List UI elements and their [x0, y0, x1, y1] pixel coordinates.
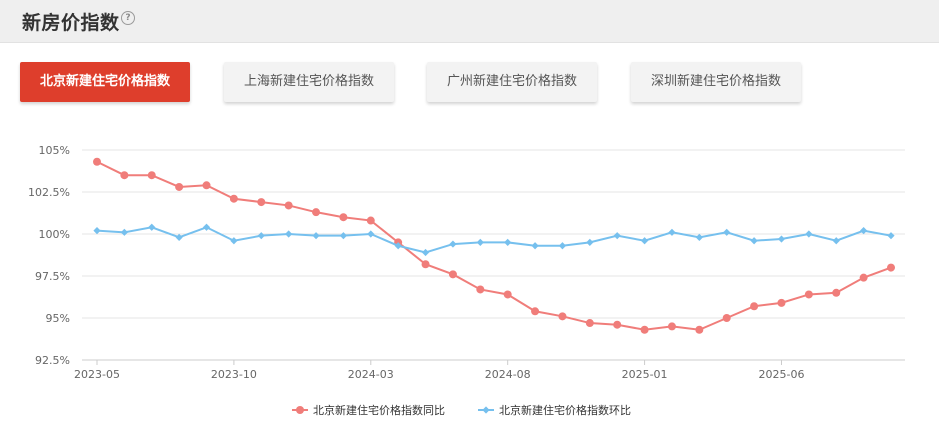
- x-tick-label: 2025-01: [622, 368, 668, 381]
- data-point: [202, 181, 211, 190]
- data-point: [394, 242, 402, 250]
- data-point: [175, 233, 183, 241]
- x-tick-label: 2024-03: [348, 368, 394, 381]
- data-point: [257, 198, 266, 207]
- legend-marker: [482, 406, 490, 414]
- data-point: [120, 171, 129, 180]
- y-tick-label: 102.5%: [28, 186, 70, 199]
- series-line: [96, 226, 892, 254]
- data-point: [832, 237, 840, 245]
- data-point: [531, 242, 539, 250]
- data-point: [476, 285, 485, 294]
- data-point: [147, 171, 156, 180]
- data-point: [229, 194, 238, 203]
- y-tick-label: 105%: [39, 144, 70, 157]
- data-point: [93, 227, 101, 235]
- data-point: [640, 325, 649, 334]
- question-circle-icon[interactable]: ?: [121, 11, 135, 25]
- y-tick-label: 97.5%: [35, 270, 70, 283]
- data-point: [585, 319, 594, 328]
- data-point: [503, 290, 512, 299]
- page-header: 新房价指数 ?: [0, 0, 939, 43]
- tab-shanghai[interactable]: 上海新建住宅价格指数: [224, 62, 394, 102]
- x-tick-label: 2025-06: [758, 368, 804, 381]
- tab-shenzhen[interactable]: 深圳新建住宅价格指数: [631, 62, 801, 102]
- data-point: [613, 232, 621, 240]
- y-tick-label: 100%: [39, 228, 70, 241]
- data-point: [887, 232, 895, 240]
- data-point: [750, 237, 758, 245]
- data-point: [175, 182, 184, 191]
- data-point: [667, 322, 676, 331]
- data-point: [668, 228, 676, 236]
- data-point: [640, 237, 649, 245]
- data-point: [448, 270, 457, 279]
- data-point: [723, 228, 731, 236]
- data-point: [777, 235, 786, 243]
- data-point: [120, 228, 128, 236]
- data-point: [285, 230, 293, 238]
- data-point: [558, 242, 567, 250]
- data-point: [832, 288, 841, 297]
- x-tick-label: 2024-08: [485, 368, 531, 381]
- data-point: [695, 233, 703, 241]
- legend-label: 北京新建住宅价格指数环比: [499, 403, 631, 417]
- legend-marker: [296, 406, 304, 414]
- y-tick-label: 92.5%: [35, 354, 70, 367]
- data-point: [859, 273, 868, 282]
- data-point: [531, 307, 540, 316]
- data-point: [613, 320, 622, 329]
- data-point: [695, 325, 704, 334]
- data-point: [366, 216, 375, 225]
- data-point: [558, 312, 567, 321]
- data-point: [421, 260, 430, 269]
- data-point: [504, 238, 512, 246]
- data-point: [312, 208, 321, 217]
- data-point: [339, 213, 348, 222]
- data-point: [284, 201, 293, 210]
- tab-beijing[interactable]: 北京新建住宅价格指数: [20, 62, 190, 102]
- data-point: [476, 238, 484, 246]
- data-point: [449, 240, 457, 248]
- data-point: [202, 223, 211, 231]
- legend-label: 北京新建住宅价格指数同比: [313, 403, 445, 417]
- data-point: [750, 302, 759, 311]
- data-point: [257, 232, 265, 240]
- data-point: [230, 237, 238, 245]
- data-point: [421, 248, 430, 257]
- tab-guangzhou[interactable]: 广州新建住宅价格指数: [427, 62, 597, 102]
- x-tick-label: 2023-10: [211, 368, 257, 381]
- data-point: [804, 290, 813, 299]
- data-point: [777, 298, 786, 307]
- price-index-chart: 92.5% 95% 97.5% 100% 102.5% 105% 2023-05 2023-…: [28, 144, 905, 417]
- y-tick-label: 95%: [46, 312, 70, 325]
- data-point: [860, 227, 868, 235]
- data-point: [722, 314, 731, 322]
- data-point: [93, 157, 101, 166]
- x-tick-label: 2023-05: [74, 368, 120, 381]
- data-point: [805, 230, 813, 238]
- data-point: [339, 232, 348, 240]
- data-point: [148, 223, 156, 231]
- page-title: 新房价指数: [22, 12, 120, 34]
- series-line: [96, 160, 892, 331]
- data-point: [312, 232, 320, 240]
- data-point: [887, 263, 895, 272]
- data-point: [586, 238, 594, 246]
- data-point: [367, 230, 375, 238]
